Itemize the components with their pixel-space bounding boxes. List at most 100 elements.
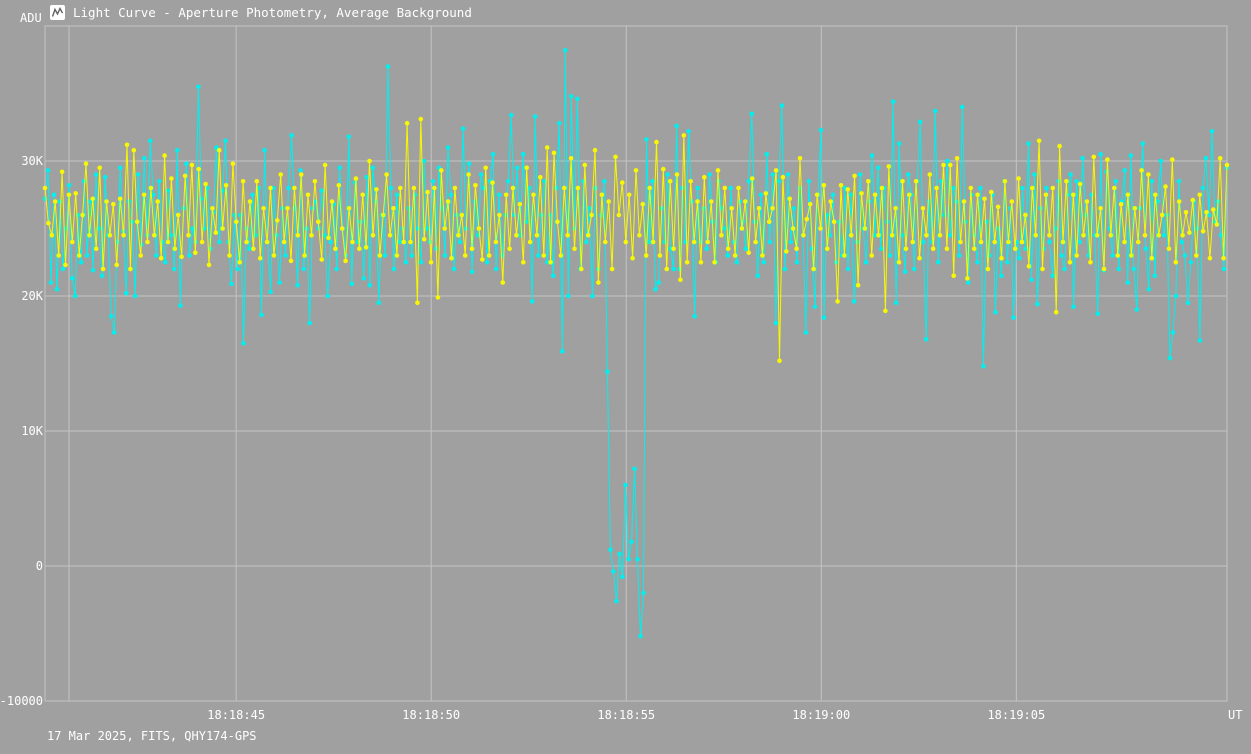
data-point[interactable] [1183, 210, 1189, 215]
data-point[interactable] [643, 253, 649, 258]
data-point[interactable] [923, 336, 929, 342]
data-point[interactable] [367, 158, 372, 164]
data-point[interactable] [1026, 264, 1032, 269]
data-point[interactable] [753, 239, 758, 245]
data-point[interactable] [712, 260, 717, 265]
data-point[interactable] [674, 123, 679, 129]
data-point[interactable] [1217, 156, 1223, 161]
data-point[interactable] [776, 179, 782, 184]
data-point[interactable] [613, 154, 618, 160]
data-point[interactable] [722, 185, 728, 191]
data-point[interactable] [728, 185, 733, 191]
data-point[interactable] [941, 162, 946, 168]
data-point[interactable] [539, 212, 544, 218]
data-point[interactable] [702, 174, 707, 180]
data-point[interactable] [1115, 253, 1120, 258]
data-point[interactable] [784, 249, 789, 254]
data-point[interactable] [579, 266, 584, 272]
data-point[interactable] [542, 179, 547, 184]
data-point[interactable] [1110, 253, 1115, 258]
data-point[interactable] [449, 255, 454, 261]
data-point[interactable] [76, 253, 82, 258]
data-point[interactable] [1011, 315, 1016, 320]
data-point[interactable] [295, 233, 301, 238]
data-point[interactable] [623, 239, 629, 245]
data-point[interactable] [614, 598, 619, 604]
data-point[interactable] [667, 179, 673, 184]
data-point[interactable] [59, 169, 65, 175]
data-point[interactable] [954, 156, 960, 161]
data-point[interactable] [466, 161, 472, 166]
data-point[interactable] [220, 226, 225, 231]
data-point[interactable] [360, 192, 366, 198]
data-point[interactable] [445, 145, 451, 150]
data-point[interactable] [148, 138, 153, 144]
data-point[interactable] [719, 233, 724, 238]
data-point[interactable] [978, 239, 984, 245]
data-point[interactable] [234, 219, 239, 225]
data-point[interactable] [1089, 192, 1094, 198]
data-point[interactable] [48, 280, 54, 285]
data-point[interactable] [1176, 179, 1182, 184]
data-point[interactable] [199, 239, 205, 245]
data-point[interactable] [872, 233, 878, 238]
data-point[interactable] [572, 246, 577, 252]
data-point[interactable] [788, 239, 794, 245]
data-point[interactable] [1170, 157, 1175, 162]
data-point[interactable] [1152, 273, 1158, 279]
data-point[interactable] [385, 64, 391, 69]
data-point[interactable] [1094, 233, 1100, 238]
data-point[interactable] [235, 266, 240, 272]
data-point[interactable] [671, 266, 676, 272]
data-point[interactable] [241, 341, 246, 346]
data-point[interactable] [585, 233, 591, 238]
data-point[interactable] [196, 166, 201, 172]
data-point[interactable] [704, 246, 709, 252]
data-point[interactable] [566, 293, 571, 299]
data-point[interactable] [905, 172, 911, 177]
data-point[interactable] [1194, 226, 1200, 231]
data-point[interactable] [1176, 199, 1182, 204]
data-point[interactable] [376, 300, 382, 306]
data-point[interactable] [623, 482, 628, 488]
data-point[interactable] [281, 239, 287, 245]
data-point[interactable] [803, 330, 809, 335]
data-point[interactable] [831, 219, 837, 225]
data-point[interactable] [630, 255, 635, 261]
data-point[interactable] [334, 266, 340, 272]
data-point[interactable] [1143, 246, 1149, 252]
data-point[interactable] [165, 239, 171, 245]
data-point[interactable] [227, 253, 232, 258]
data-point[interactable] [460, 126, 466, 131]
data-point[interactable] [804, 216, 810, 222]
data-point[interactable] [756, 206, 762, 211]
data-point[interactable] [563, 48, 568, 53]
data-point[interactable] [1159, 212, 1165, 218]
data-point[interactable] [223, 183, 229, 188]
data-point[interactable] [1221, 266, 1227, 272]
data-point[interactable] [821, 183, 827, 188]
data-point[interactable] [268, 289, 273, 295]
data-point[interactable] [812, 304, 818, 310]
data-point[interactable] [1139, 168, 1144, 173]
data-point[interactable] [1030, 185, 1035, 191]
data-point[interactable] [966, 280, 971, 285]
data-point[interactable] [403, 260, 409, 265]
data-point[interactable] [910, 239, 915, 245]
data-point[interactable] [384, 172, 389, 177]
data-point[interactable] [1166, 246, 1172, 252]
data-point[interactable] [686, 129, 691, 134]
data-point[interactable] [1036, 138, 1042, 144]
data-point[interactable] [933, 108, 938, 114]
data-point[interactable] [575, 96, 580, 102]
data-point[interactable] [678, 277, 683, 283]
data-point[interactable] [936, 260, 941, 265]
data-point[interactable] [1214, 222, 1220, 227]
data-point[interactable] [152, 233, 157, 238]
data-point[interactable] [401, 239, 407, 245]
data-point[interactable] [975, 192, 980, 198]
data-point[interactable] [1074, 253, 1079, 258]
data-point[interactable] [592, 147, 598, 153]
data-point[interactable] [945, 158, 950, 164]
data-point[interactable] [1112, 185, 1117, 191]
